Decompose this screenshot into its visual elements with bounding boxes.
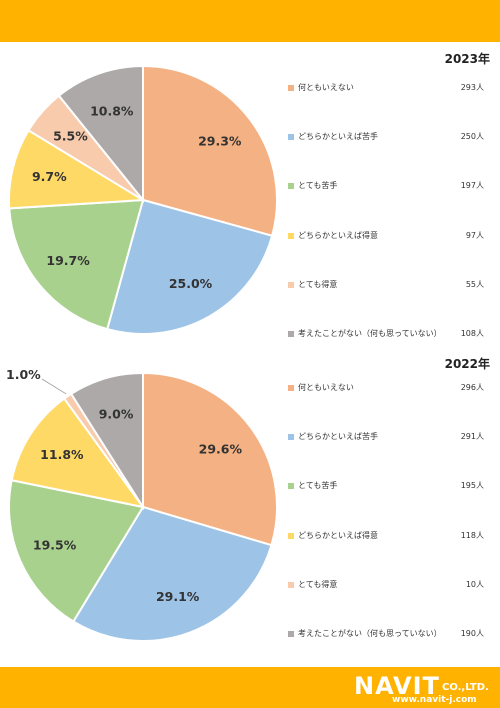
legend-item: とても得意 10人 (288, 579, 484, 593)
slice-value-label: 10.8% (90, 104, 134, 119)
legend-count: 10人 (465, 579, 484, 589)
legend-swatch (288, 631, 294, 637)
legend-item: 考えたことがない（何も思っていない） 108人 (288, 328, 484, 342)
slice-value-label: 5.5% (53, 128, 88, 143)
top-band (0, 0, 500, 42)
legend-swatch (288, 134, 294, 141)
legend-item: どちらかといえば得意 118人 (288, 530, 484, 544)
pie-chart-2023: 29.3% 25.0% 19.7% 9.7% 5.5%10.8% (8, 64, 278, 335)
legend-count: 293人 (460, 83, 484, 92)
company-logo: NAVIT CO.,LTD. www.navit-j.com (354, 670, 492, 706)
legend-count: 296人 (460, 383, 484, 392)
legend-label: 考えたことがない（何も思っていない） (298, 629, 442, 638)
legend-label: とても得意 (298, 579, 338, 589)
legend-swatch (288, 434, 294, 441)
logo-url: www.navit-j.com (392, 695, 477, 705)
legend-swatch (288, 581, 294, 588)
legend-count: 97人 (465, 230, 484, 240)
slice-value-label: 9.0% (99, 406, 134, 421)
slice-value-label: 19.5% (33, 538, 77, 553)
legend-count: 118人 (460, 530, 484, 540)
bottom-band (0, 667, 500, 708)
legend-label: どちらかといえば苦手 (298, 432, 378, 442)
legend-item: とても得意 55人 (288, 279, 484, 293)
legend-label: とても得意 (298, 279, 338, 289)
legend-swatch (288, 385, 294, 391)
pie-slice (8, 479, 145, 623)
legend-swatch (288, 232, 294, 239)
legend-count: 291人 (460, 432, 484, 442)
legend-label: 何ともいえない (298, 83, 354, 92)
legend-item: とても苦手 195人 (288, 480, 484, 494)
legend-swatch (288, 483, 294, 490)
legend-swatch (288, 281, 294, 288)
legend-item: 何ともいえない 296人 (288, 382, 484, 396)
chart-title-2022: 2022年 (444, 357, 490, 371)
slice-value-label: 25.0% (169, 276, 213, 291)
legend-item: どちらかといえば苦手 250人 (288, 131, 484, 145)
pie-slice (57, 64, 144, 203)
pie-slice (69, 371, 144, 511)
pie-slice (142, 64, 278, 237)
leader-line (41, 378, 67, 395)
legend-label: 何ともいえない (298, 383, 354, 392)
legend-swatch (288, 532, 294, 539)
legend-count: 250人 (460, 132, 484, 142)
legend-item: どちらかといえば苦手 291人 (288, 431, 484, 445)
pie-slice (106, 198, 274, 335)
pie-slice (142, 371, 278, 547)
pie-chart-2022: 29.6% 29.1% 19.5% 11.8% 1.0% 9.0% (6, 367, 278, 642)
pie-slice (8, 198, 145, 331)
pie-slice (10, 397, 146, 509)
legend-label: どちらかといえば得意 (298, 530, 378, 540)
legend-label: とても苦手 (298, 481, 338, 491)
legend-label: とても苦手 (298, 181, 338, 191)
legend-item: 何ともいえない 293人 (288, 82, 484, 96)
legend-item: 考えたことがない（何も思っていない） 190人 (288, 628, 484, 642)
logo-brand: NAVIT (354, 672, 440, 700)
slice-value-label: 11.8% (40, 447, 84, 462)
legend-label: どちらかといえば苦手 (298, 132, 378, 142)
chart-title-2023: 2023年 (444, 52, 490, 66)
legend-item: どちらかといえば得意 97人 (288, 230, 484, 244)
pie-slice (8, 128, 147, 210)
legend-count: 197人 (460, 181, 484, 191)
legend-count: 195人 (460, 481, 484, 491)
slice-value-label: 29.1% (156, 589, 200, 604)
legend-swatch (288, 85, 294, 91)
legend-swatch (288, 331, 294, 337)
slice-value-label: 19.7% (46, 253, 90, 268)
slice-value-label: 29.6% (199, 441, 243, 456)
legend-item: とても苦手 197人 (288, 180, 484, 194)
logo-suffix: CO.,LTD. (442, 682, 489, 693)
legend-count: 190人 (460, 629, 484, 638)
legend-label: どちらかといえば得意 (298, 230, 378, 240)
legend-count: 55人 (465, 279, 484, 289)
legend-swatch (288, 183, 294, 190)
legend-count: 108人 (460, 329, 484, 338)
legend-label: 考えたことがない（何も思っていない） (298, 329, 442, 338)
slice-value-label: 29.3% (198, 134, 242, 149)
slice-value-label: 1.0% (6, 367, 41, 382)
slice-value-label: 9.7% (32, 169, 67, 184)
